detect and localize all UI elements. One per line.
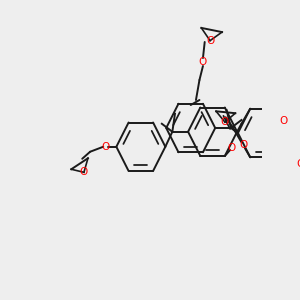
Text: O: O	[206, 36, 214, 46]
Text: O: O	[221, 117, 229, 127]
Text: O: O	[80, 167, 88, 177]
Text: O: O	[279, 116, 288, 126]
Text: O: O	[228, 143, 236, 153]
Text: O: O	[199, 57, 207, 67]
Text: O: O	[102, 142, 110, 152]
Text: O: O	[296, 159, 300, 169]
Text: O: O	[239, 140, 247, 150]
